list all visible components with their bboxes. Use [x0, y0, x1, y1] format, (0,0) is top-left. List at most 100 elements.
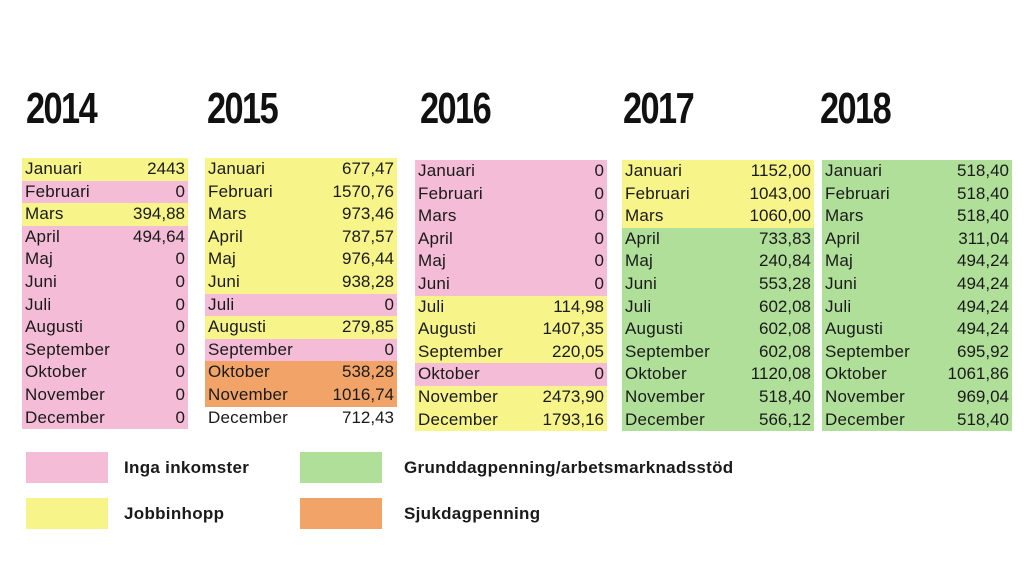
month-row: Oktober 1061,86 [822, 363, 1012, 386]
year-column-2016: Januari 0 Februari 0 Mars 0 April 0 Maj 0 Juni 0 Jul… [415, 160, 607, 432]
month-row: Juli 494,24 [822, 295, 1012, 319]
month-value: 2443 [147, 159, 185, 178]
month-value: 394,88 [133, 204, 185, 224]
month-value: 518,40 [957, 206, 1009, 226]
month-value: 1407,35 [542, 319, 604, 339]
month-row: Januari 677,47 [205, 158, 397, 181]
month-row: September 220,05 [415, 340, 607, 364]
month-label: Juni [825, 273, 857, 293]
month-value: 0 [175, 249, 185, 269]
month-value: 494,24 [957, 251, 1009, 271]
month-value: 1043,00 [749, 183, 811, 203]
month-label: Juni [208, 271, 240, 291]
month-row: September 0 [22, 338, 188, 362]
month-row: Maj 240,84 [622, 250, 814, 273]
month-value: 733,83 [759, 228, 811, 248]
month-value: 712,43 [342, 407, 394, 427]
month-row: Februari 1043,00 [622, 182, 814, 206]
month-row: Mars 1060,00 [622, 205, 814, 228]
month-row: December 712,43 [205, 406, 397, 430]
year-column-2015: Januari 677,47 Februari 1570,76 Mars 973,46 Ap… [205, 158, 397, 430]
month-label: Maj [25, 249, 53, 269]
month-value: 0 [594, 228, 604, 248]
month-value: 0 [384, 294, 394, 314]
month-row: Juni 938,28 [205, 270, 397, 294]
month-label: Mars [208, 204, 247, 224]
month-row: Juli 0 [22, 293, 188, 317]
month-value: 0 [175, 407, 185, 427]
month-label: Februari [825, 183, 890, 203]
month-row: September 695,92 [822, 340, 1012, 364]
month-row: Januari 1152,00 [622, 160, 814, 183]
month-label: December [25, 407, 106, 427]
month-row: Augusti 279,85 [205, 316, 397, 339]
month-row: Oktober 538,28 [205, 361, 397, 384]
month-label: September [208, 339, 293, 359]
month-row: Februari 0 [415, 182, 607, 206]
month-value: 0 [175, 339, 185, 359]
month-label: November [208, 384, 289, 404]
month-label: Juni [418, 273, 450, 293]
month-label: Juni [625, 273, 657, 293]
month-value: 695,92 [957, 341, 1009, 361]
month-row: Mars 394,88 [22, 203, 188, 226]
month-label: December [825, 409, 906, 429]
month-value: 787,57 [342, 226, 394, 246]
month-value: 1152,00 [750, 161, 811, 180]
month-label: Augusti [208, 317, 267, 337]
month-label: Juli [208, 294, 235, 314]
month-label: Juni [25, 271, 57, 291]
legend-swatch-jobb [26, 498, 108, 529]
month-value: 311,04 [958, 228, 1009, 248]
month-value: 114,98 [553, 296, 604, 316]
month-value: 1793,16 [542, 409, 604, 429]
month-row: April 787,57 [205, 225, 397, 249]
month-value: 973,46 [342, 204, 394, 224]
month-label: Januari [25, 159, 83, 178]
month-row: September 0 [205, 338, 397, 362]
month-row: Februari 0 [22, 180, 188, 204]
month-value: 677,47 [342, 159, 394, 178]
month-row: Juli 114,98 [415, 295, 607, 319]
month-label: Augusti [25, 317, 84, 337]
month-label: Maj [825, 251, 853, 271]
month-row: December 518,40 [822, 408, 1012, 432]
month-row: Juni 0 [22, 270, 188, 294]
month-label: Oktober [25, 362, 87, 382]
month-label: Maj [418, 251, 446, 271]
month-row: November 2473,90 [415, 385, 607, 409]
month-value: 976,44 [342, 249, 394, 269]
month-row: Juli 0 [205, 293, 397, 317]
year-title-2017: 2017 [623, 84, 695, 133]
month-row: Mars 973,46 [205, 203, 397, 226]
month-row: Januari 0 [415, 160, 607, 183]
month-row: April 311,04 [822, 227, 1012, 251]
month-label: Oktober [418, 364, 480, 384]
legend-label-jobb: Jobbinhopp [124, 504, 225, 523]
year-column-2014: Januari 2443 Februari 0 Mars 394,88 April 494,6… [22, 158, 188, 430]
month-row: Februari 518,40 [822, 182, 1012, 206]
month-row: Oktober 0 [22, 361, 188, 384]
month-row: Maj 0 [22, 248, 188, 271]
month-row: December 0 [22, 406, 188, 430]
month-label: Augusti [625, 319, 684, 339]
month-label: Augusti [418, 319, 477, 339]
month-value: 0 [594, 273, 604, 293]
month-label: Maj [208, 249, 236, 269]
month-value: 1570,76 [332, 181, 394, 201]
month-label: November [25, 384, 106, 404]
month-row: Januari 2443 [22, 158, 188, 181]
month-row: Augusti 0 [22, 316, 188, 339]
month-label: November [825, 386, 906, 406]
month-row: November 969,04 [822, 385, 1012, 409]
month-row: Januari 518,40 [822, 160, 1012, 183]
month-label: September [25, 339, 110, 359]
month-label: Februari [625, 183, 690, 203]
month-row: Oktober 0 [415, 363, 607, 386]
year-column-2017: Januari 1152,00 Februari 1043,00 Mars 1060,00… [622, 160, 814, 432]
month-row: Juli 602,08 [622, 295, 814, 319]
month-label: Oktober [825, 364, 887, 384]
month-value: 494,24 [957, 273, 1009, 293]
month-label: Februari [208, 181, 273, 201]
month-row: Mars 0 [415, 205, 607, 228]
